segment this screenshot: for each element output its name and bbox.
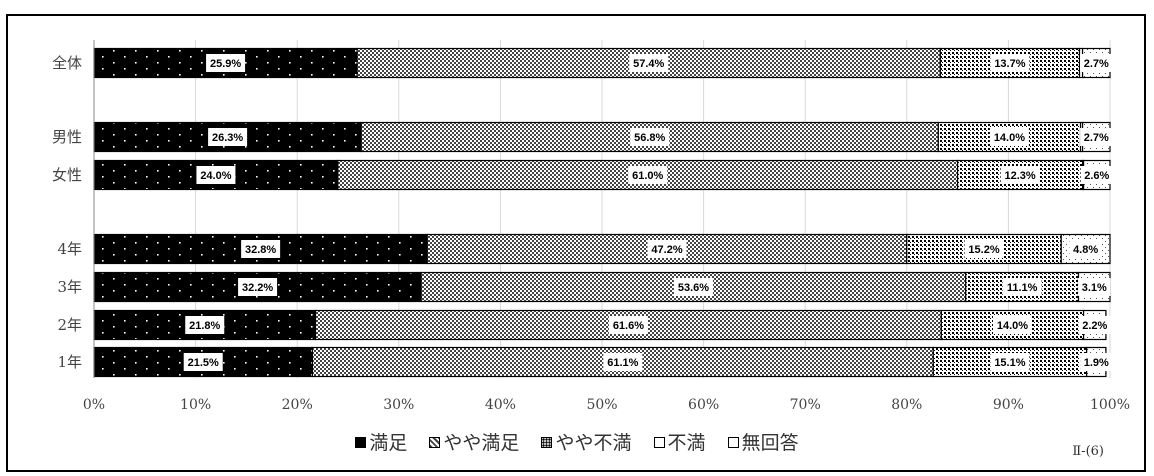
legend-label-somewhat-dissatisfied: やや不満: [555, 432, 632, 454]
legend-swatch-satisfied: [355, 437, 367, 448]
data-label-box: [990, 54, 1030, 72]
data-label-box: [185, 316, 225, 334]
data-label: 2.6%: [1084, 170, 1109, 182]
data-label-box: [1078, 278, 1111, 296]
data-label: 25.9%: [210, 58, 241, 70]
legend-label-satisfied: 満足: [369, 432, 408, 454]
data-label: 26.3%: [212, 132, 243, 144]
data-label: 32.2%: [242, 282, 273, 294]
data-label-box: [1000, 166, 1040, 184]
category-label: 4年: [57, 240, 82, 258]
data-label-box: [964, 240, 1004, 258]
data-label-box: [628, 166, 668, 184]
data-label: 32.8%: [245, 244, 276, 256]
legend-label-dissatisfied: 不満: [667, 432, 706, 454]
legend-label-somewhat-satisfied: やや満足: [443, 432, 520, 454]
legend-item-dissatisfied: 不満: [653, 428, 706, 455]
data-label-box: [1069, 240, 1102, 258]
chart-frame: [6, 14, 1146, 472]
data-label: 11.1%: [1007, 282, 1038, 294]
data-label: 3.1%: [1082, 282, 1107, 294]
data-label: 2.7%: [1084, 132, 1109, 144]
data-label: 57.4%: [633, 58, 664, 70]
data-label: 2.7%: [1084, 58, 1109, 70]
bar-segment: [93, 309, 317, 341]
data-label-box: [673, 278, 713, 296]
data-label: 14.0%: [994, 132, 1025, 144]
legend-item-somewhat-satisfied: やや満足: [429, 428, 519, 455]
data-label-box: [206, 54, 246, 72]
data-label-box: [992, 316, 1032, 334]
data-label-box: [1080, 166, 1113, 184]
data-label-box: [208, 128, 248, 146]
data-label: 4.8%: [1073, 244, 1098, 256]
data-label-box: [238, 278, 278, 296]
data-label: 15.1%: [994, 357, 1025, 369]
data-label: 61.1%: [607, 357, 638, 369]
x-tick-label: 30%: [383, 397, 414, 413]
data-label-box: [1080, 353, 1113, 371]
data-label: 13.7%: [994, 58, 1025, 70]
legend-swatch-no-answer: [727, 437, 739, 448]
data-label: 21.8%: [189, 320, 220, 332]
chart-legend: 満足 やや満足 やや不満 不満 無回答: [0, 428, 1154, 455]
data-label-box: [647, 240, 687, 258]
x-tick-label: 0%: [83, 397, 105, 413]
category-label: 全体: [52, 54, 82, 72]
category-label: 女性: [52, 166, 82, 184]
legend-label-no-answer: 無回答: [741, 432, 799, 454]
x-tick-label: 40%: [485, 397, 516, 413]
page-number: Ⅱ-(6): [1072, 444, 1104, 459]
data-label-box: [990, 353, 1030, 371]
data-label: 1.9%: [1084, 357, 1109, 369]
data-label-box: [196, 166, 236, 184]
data-label: 56.8%: [634, 132, 665, 144]
data-label-box: [603, 353, 643, 371]
data-label: 24.0%: [200, 170, 231, 182]
legend-item-no-answer: 無回答: [727, 428, 799, 455]
category-label: 男性: [52, 128, 82, 146]
data-label-box: [1080, 54, 1113, 72]
x-tick-label: 10%: [180, 397, 211, 413]
x-tick-label: 70%: [790, 397, 821, 413]
category-label: 2年: [57, 316, 82, 334]
x-tick-label: 100%: [1090, 397, 1130, 413]
data-label-box: [1080, 128, 1113, 146]
data-label-box: [608, 316, 648, 334]
data-label: 14.0%: [997, 320, 1028, 332]
data-label: 21.5%: [188, 357, 219, 369]
data-label-box: [241, 240, 281, 258]
legend-swatch-somewhat-satisfied: [429, 437, 441, 448]
x-tick-label: 80%: [891, 397, 922, 413]
data-label-box: [630, 128, 670, 146]
category-label: 3年: [57, 278, 82, 296]
data-label-box: [1078, 316, 1111, 334]
data-label: 61.6%: [613, 320, 644, 332]
legend-swatch-dissatisfied: [653, 437, 665, 448]
data-label: 53.6%: [678, 282, 709, 294]
legend-item-somewhat-dissatisfied: やや不満: [541, 428, 632, 455]
x-tick-label: 20%: [282, 397, 313, 413]
legend-item-satisfied: 満足: [355, 428, 407, 455]
category-label: 1年: [57, 353, 82, 371]
data-label: 61.0%: [632, 170, 663, 182]
data-label-box: [989, 128, 1029, 146]
x-tick-label: 60%: [688, 397, 719, 413]
legend-swatch-somewhat-dissatisfied: [541, 437, 553, 448]
x-tick-label: 50%: [586, 397, 617, 413]
data-label-box: [629, 54, 669, 72]
x-tick-label: 90%: [993, 397, 1024, 413]
bar-segment: [420, 271, 967, 303]
data-label-box: [183, 353, 223, 371]
data-label: 12.3%: [1004, 170, 1035, 182]
data-label: 2.2%: [1082, 320, 1107, 332]
data-label-box: [1002, 278, 1042, 296]
data-label: 15.2%: [968, 244, 999, 256]
data-label: 47.2%: [651, 244, 682, 256]
